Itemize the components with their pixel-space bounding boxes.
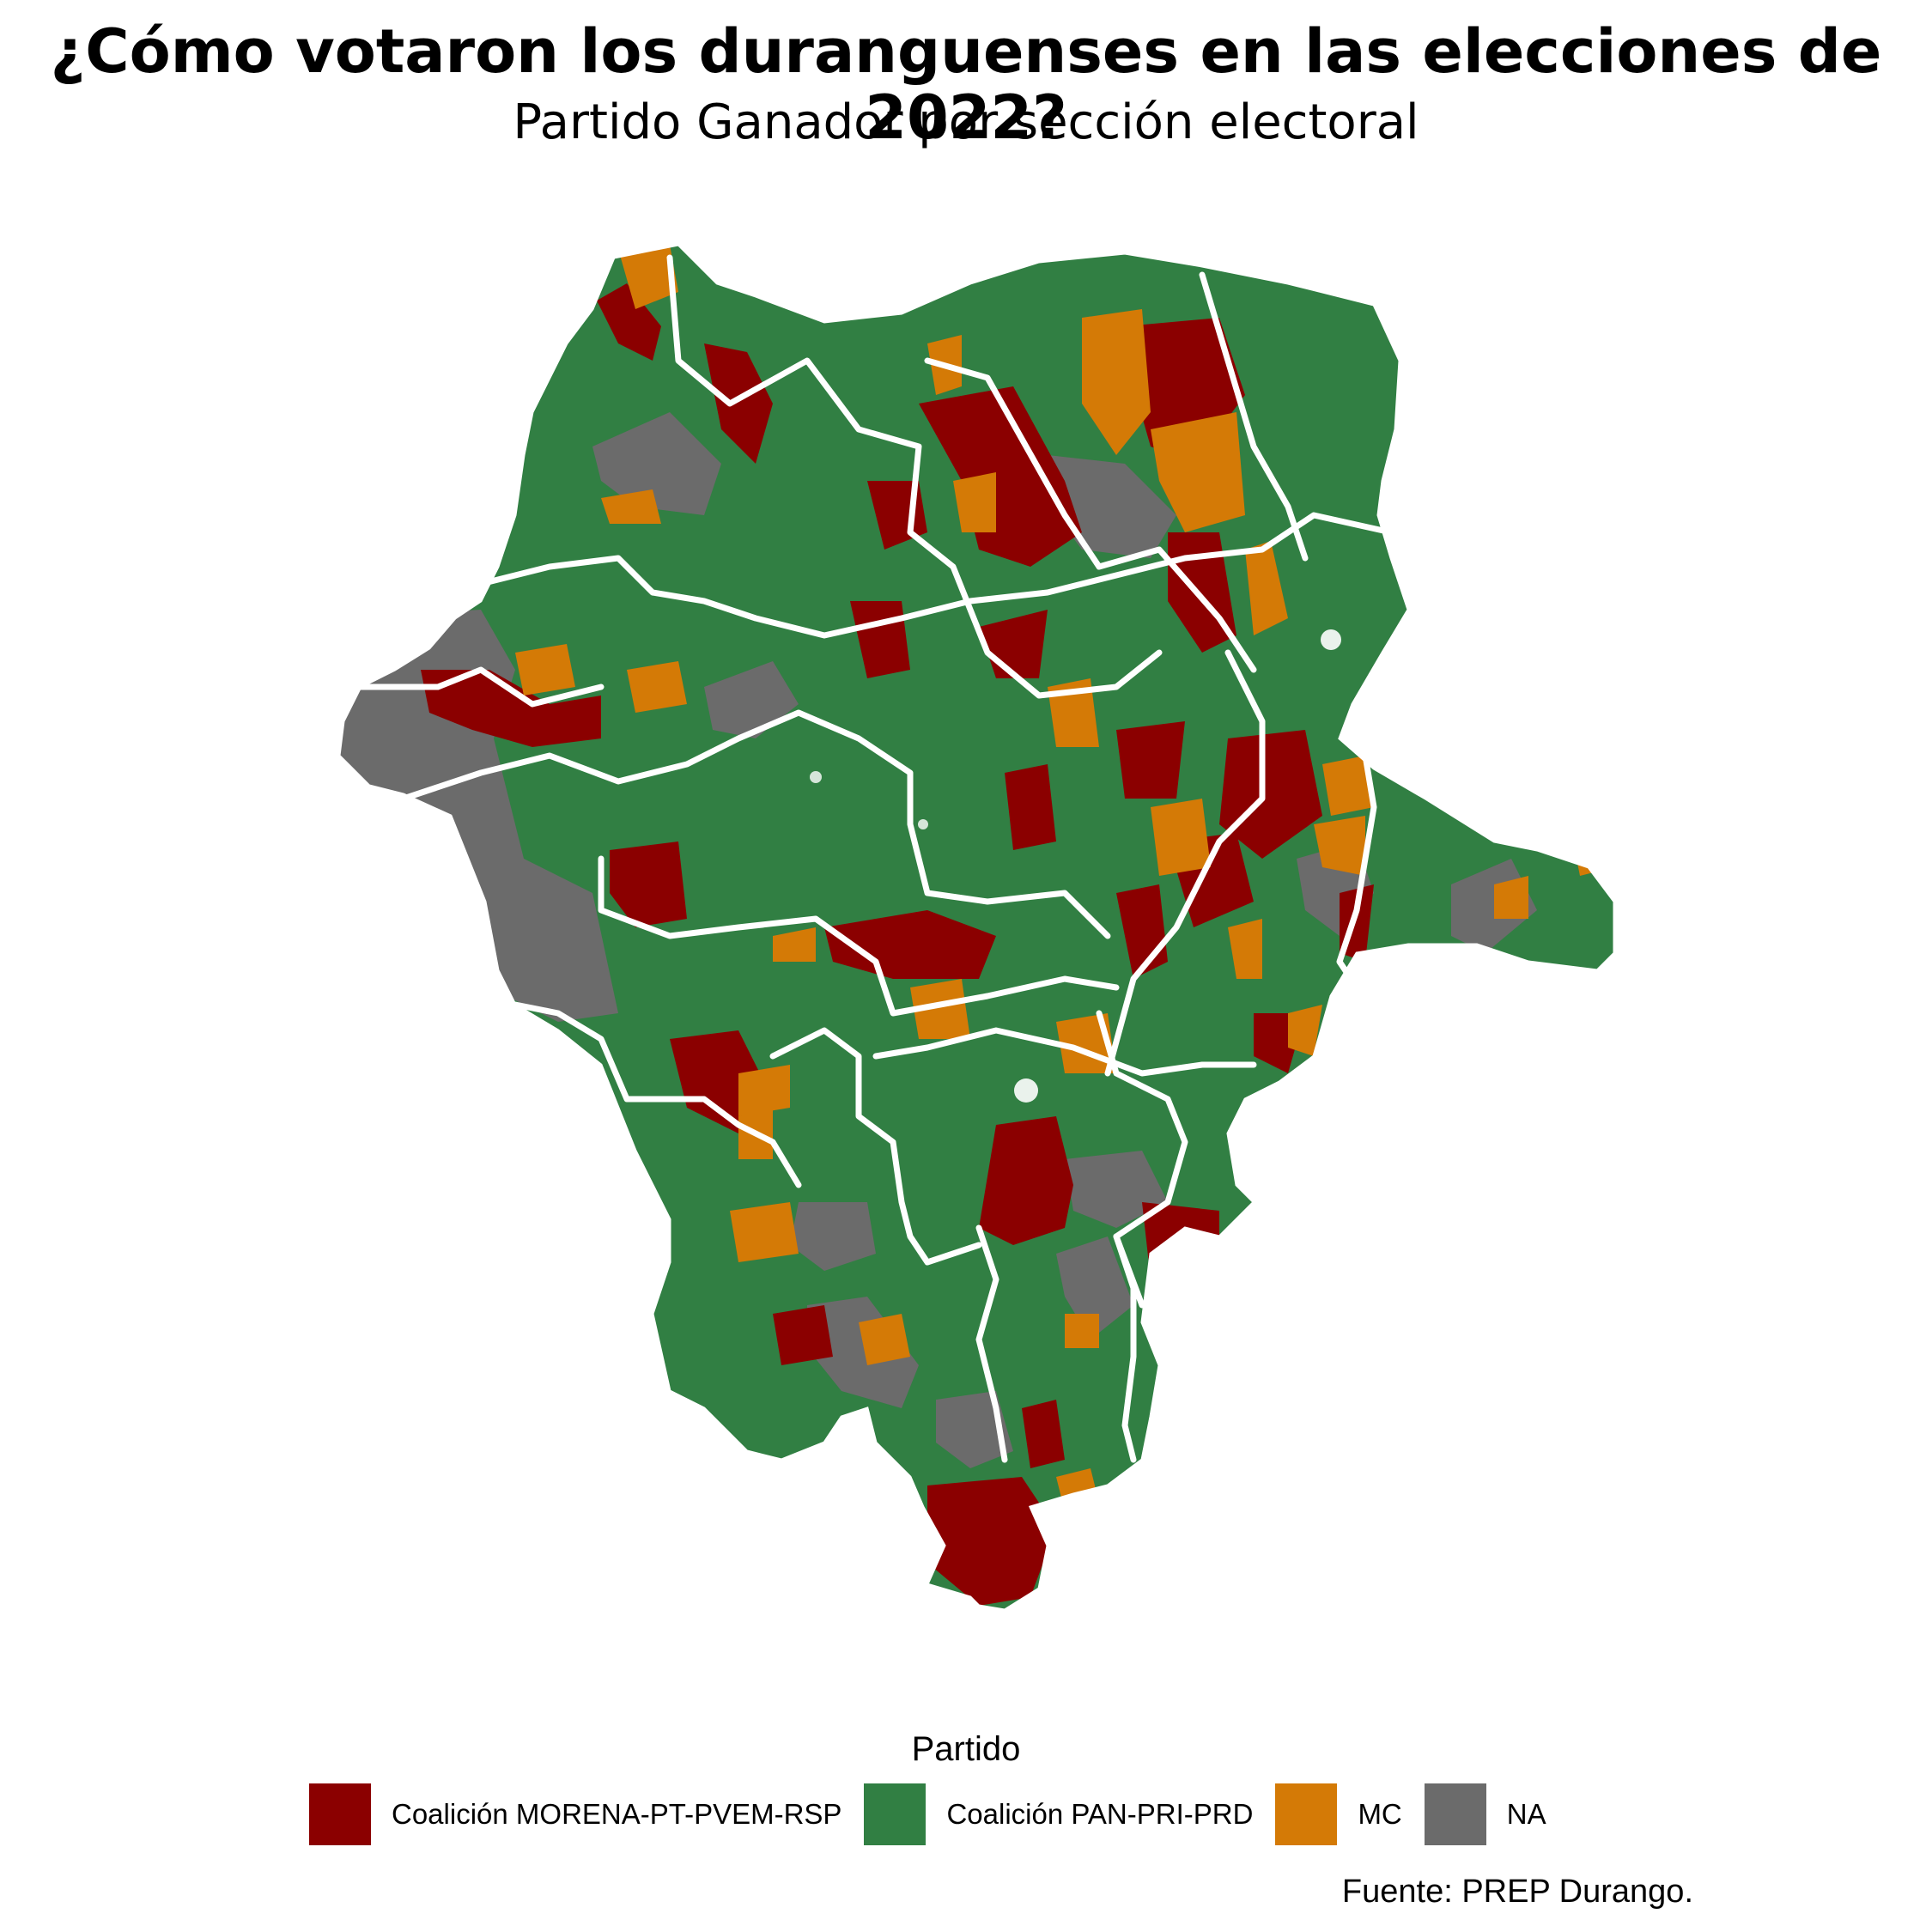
region-mc-north-3 bbox=[1151, 412, 1245, 532]
region-mc-west-2 bbox=[627, 661, 687, 713]
region-mc-north-1 bbox=[618, 245, 678, 309]
region-mc-center-3 bbox=[1322, 756, 1374, 816]
region-na-north-west bbox=[592, 412, 721, 515]
region-morena-east-1 bbox=[1219, 730, 1322, 859]
legend-item-mc: MC bbox=[1275, 1783, 1402, 1845]
region-na-west bbox=[339, 610, 618, 1022]
legend-label-mc: MC bbox=[1358, 1797, 1402, 1830]
legend-swatch-morena bbox=[309, 1783, 371, 1845]
region-morena-far-south bbox=[927, 1477, 1056, 1606]
legend-item-pan-pri-prd: Coalición PAN-PRI-PRD bbox=[864, 1783, 1253, 1845]
region-morena-west-2 bbox=[610, 841, 687, 927]
region-mc-sw-1 bbox=[738, 1065, 790, 1116]
region-mc-west-1 bbox=[515, 644, 575, 696]
region-mc-center-6 bbox=[910, 979, 970, 1039]
legend-swatch-pan-pri-prd bbox=[864, 1783, 927, 1845]
region-morena-north-2 bbox=[919, 386, 1082, 567]
region-mc-north-6 bbox=[601, 489, 661, 524]
region-mc-east-2 bbox=[1494, 876, 1528, 919]
region-mc-center-8 bbox=[1228, 919, 1262, 979]
region-mc-center-4 bbox=[1314, 816, 1365, 876]
region-na-south-west bbox=[790, 1202, 876, 1271]
region-mc-sw-3 bbox=[730, 1202, 799, 1262]
region-morena-north-1 bbox=[704, 343, 773, 464]
region-mc-north-2 bbox=[1082, 309, 1151, 455]
legend-label-pan-pri-prd: Coalición PAN-PRI-PRD bbox=[946, 1797, 1254, 1830]
region-mc-south-3 bbox=[1065, 1314, 1099, 1348]
legend-swatch-na bbox=[1424, 1783, 1486, 1845]
legend-title: Partido bbox=[911, 1730, 1021, 1768]
region-morena-far-south-2 bbox=[1022, 1400, 1065, 1468]
region-mc-sw-4 bbox=[773, 927, 816, 962]
region-morena-west-1 bbox=[421, 670, 601, 747]
legend: Coalición MORENA-PT-PVEM-RSP Coalición P… bbox=[309, 1782, 1569, 1846]
legend-item-na: NA bbox=[1424, 1783, 1546, 1845]
region-morena-south-west bbox=[773, 1305, 833, 1365]
urban-area-markers bbox=[810, 629, 1341, 1103]
region-morena-center-4 bbox=[1005, 764, 1056, 850]
region-mc-north-5 bbox=[953, 472, 996, 532]
state-outline bbox=[337, 243, 1616, 1612]
region-morena-south-center bbox=[979, 1116, 1073, 1245]
region-morena-northwest bbox=[597, 283, 661, 361]
legend-label-morena: Coalición MORENA-PT-PVEM-RSP bbox=[392, 1797, 842, 1830]
region-mc-center-9 bbox=[1288, 1005, 1322, 1056]
chart-title: ¿Cómo votaron los duranguenses en las el… bbox=[50, 16, 1882, 153]
region-mc-center-2 bbox=[1151, 799, 1211, 876]
region-na-south-center bbox=[1065, 1151, 1168, 1228]
source-note: Fuente: PREP Durango. bbox=[1341, 1874, 1693, 1910]
legend-item-morena: Coalición MORENA-PT-PVEM-RSP bbox=[309, 1783, 841, 1845]
region-mc-south-1 bbox=[859, 1314, 910, 1365]
chart-subtitle: Partido Ganador por sección electoral bbox=[513, 94, 1419, 150]
region-morena-center-5 bbox=[1116, 721, 1185, 799]
region-na-center bbox=[704, 661, 799, 738]
legend-swatch-mc bbox=[1275, 1783, 1338, 1845]
region-morena-center-3 bbox=[824, 910, 996, 979]
region-mc-center-5 bbox=[1245, 541, 1288, 635]
legend-label-na: NA bbox=[1506, 1797, 1546, 1830]
region-na-south bbox=[807, 1297, 919, 1408]
